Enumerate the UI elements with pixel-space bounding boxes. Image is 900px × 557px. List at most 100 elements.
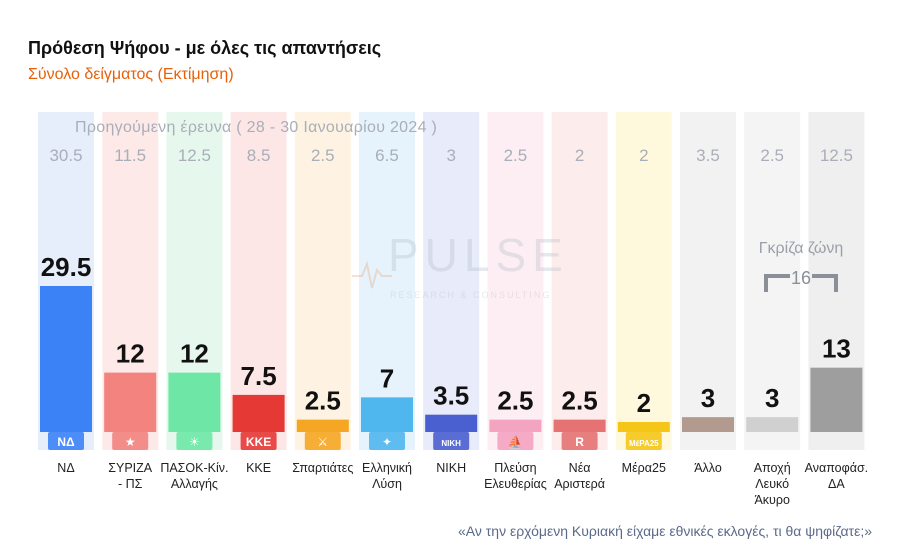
category-label: - ΠΣ bbox=[118, 477, 143, 491]
previous-value-label: 2 bbox=[575, 146, 584, 165]
category-label: ΠΑΣΟΚ-Κίν. bbox=[160, 461, 228, 475]
previous-value-label: 30.5 bbox=[49, 146, 82, 165]
category-label: Λευκό bbox=[755, 477, 789, 491]
chart-subtitle: Σύνολο δείγματος (Εκτίμηση) bbox=[28, 66, 234, 83]
chart-title: Πρόθεση Ψήφου - με όλες τις απαντήσεις bbox=[28, 38, 382, 58]
value-label: 2.5 bbox=[562, 386, 598, 416]
party-logo-icon bbox=[304, 432, 341, 450]
bar bbox=[296, 419, 349, 432]
bracket-left-icon bbox=[764, 274, 790, 292]
bar bbox=[746, 417, 799, 432]
previous-value-label: 2.5 bbox=[504, 146, 528, 165]
previous-value-label: 12.5 bbox=[820, 146, 853, 165]
party-logo-text: ☀ bbox=[189, 435, 200, 449]
value-label: 2 bbox=[637, 388, 651, 418]
party-logo-text: ⚔ bbox=[317, 435, 328, 449]
column-background bbox=[680, 112, 736, 450]
category-label: Νέα bbox=[569, 461, 591, 475]
category-label: Πλεύση bbox=[494, 461, 536, 475]
column-background bbox=[487, 112, 544, 450]
category-label: ΝΙΚΗ bbox=[436, 461, 466, 475]
bar bbox=[810, 367, 863, 432]
previous-value-label: 2.5 bbox=[760, 146, 784, 165]
party-logo-text: ⛵ bbox=[508, 435, 523, 449]
bar bbox=[232, 394, 285, 432]
category-label: Ελευθερίας bbox=[484, 477, 547, 491]
category-label: Άκυρο bbox=[754, 493, 790, 507]
previous-value-label: 2.5 bbox=[311, 146, 335, 165]
previous-value-label: 8.5 bbox=[247, 146, 271, 165]
previous-value-label: 6.5 bbox=[375, 146, 399, 165]
bracket-right-icon bbox=[812, 274, 838, 292]
value-label: 13 bbox=[822, 334, 851, 364]
category-label: ΣΥΡΙΖΑ bbox=[108, 461, 153, 475]
party-logo-icon bbox=[561, 432, 598, 450]
gray-zone-annotation: Γκρίζα ζώνη 16 bbox=[742, 240, 860, 310]
bar bbox=[104, 372, 157, 432]
bar bbox=[361, 397, 413, 432]
column-background bbox=[294, 112, 351, 450]
previous-value-label: 2 bbox=[639, 146, 648, 165]
gray-zone-bracket: 16 bbox=[742, 268, 860, 292]
bar bbox=[168, 372, 221, 432]
previous-survey-caption: Προηγούμενη έρευνα ( 28 - 30 Ιανουαρίου … bbox=[75, 119, 438, 136]
category-label: ΔΑ bbox=[828, 477, 845, 491]
party-logo-text: ✦ bbox=[382, 435, 392, 449]
party-logo-icon bbox=[48, 432, 84, 450]
category-label: ΝΔ bbox=[57, 461, 74, 475]
bar bbox=[425, 414, 478, 432]
value-label: 29.5 bbox=[41, 252, 92, 282]
category-label: Αριστερά bbox=[554, 477, 605, 491]
party-logo-icon bbox=[240, 432, 277, 450]
value-label: 7 bbox=[380, 363, 394, 393]
party-logo-icon bbox=[433, 432, 470, 450]
party-logo-icon bbox=[112, 432, 149, 450]
column-background bbox=[359, 112, 415, 450]
question-footnote: «Αν την ερχόμενη Κυριακή είχαμε εθνικές … bbox=[458, 523, 872, 539]
value-label: 3 bbox=[701, 383, 715, 413]
category-label: Μέρα25 bbox=[622, 461, 666, 475]
column-background bbox=[615, 112, 672, 450]
previous-value-label: 3 bbox=[446, 146, 455, 165]
category-label: Αποχή bbox=[754, 461, 791, 475]
value-label: 7.5 bbox=[241, 361, 277, 391]
party-logo-text: ΜέΡΑ25 bbox=[629, 439, 659, 448]
value-label: 12 bbox=[180, 339, 209, 369]
bar bbox=[489, 419, 542, 432]
value-label: 3.5 bbox=[433, 381, 469, 411]
previous-value-label: 12.5 bbox=[178, 146, 211, 165]
column-background bbox=[551, 112, 608, 450]
category-label: Ελληνική bbox=[362, 461, 412, 475]
value-label: 3 bbox=[765, 383, 779, 413]
value-label: 2.5 bbox=[497, 386, 533, 416]
category-label: Άλλο bbox=[694, 461, 722, 475]
gray-zone-value: 16 bbox=[790, 268, 812, 288]
column-background bbox=[744, 112, 801, 450]
value-label: 12 bbox=[116, 339, 145, 369]
party-logo-text: ΚΚΕ bbox=[246, 435, 271, 449]
party-logo-text: ΝΙΚΗ bbox=[441, 439, 461, 448]
column-background bbox=[230, 112, 287, 450]
party-logo-icon bbox=[369, 432, 405, 450]
party-logo-icon bbox=[176, 432, 213, 450]
category-label: Αλλαγής bbox=[171, 477, 218, 491]
party-logo-icon bbox=[497, 432, 534, 450]
bar bbox=[40, 286, 92, 432]
party-logo-text: ΝΔ bbox=[57, 435, 75, 449]
value-label: 2.5 bbox=[305, 386, 341, 416]
previous-value-label: 3.5 bbox=[696, 146, 720, 165]
previous-value-label: 11.5 bbox=[114, 146, 146, 165]
party-logo-icon bbox=[625, 432, 662, 450]
column-background bbox=[423, 112, 480, 450]
category-label: ΚΚΕ bbox=[246, 461, 271, 475]
bar bbox=[617, 422, 670, 432]
bar bbox=[553, 419, 606, 432]
category-label: Λύση bbox=[372, 477, 402, 491]
party-logo-text: ★ bbox=[125, 435, 136, 449]
bar bbox=[682, 417, 734, 432]
party-logo-text: R bbox=[575, 435, 584, 449]
category-label: Σπαρτιάτες bbox=[292, 461, 353, 475]
gray-zone-title: Γκρίζα ζώνη bbox=[758, 240, 844, 257]
category-label: Αναποφάσ. bbox=[805, 461, 869, 475]
